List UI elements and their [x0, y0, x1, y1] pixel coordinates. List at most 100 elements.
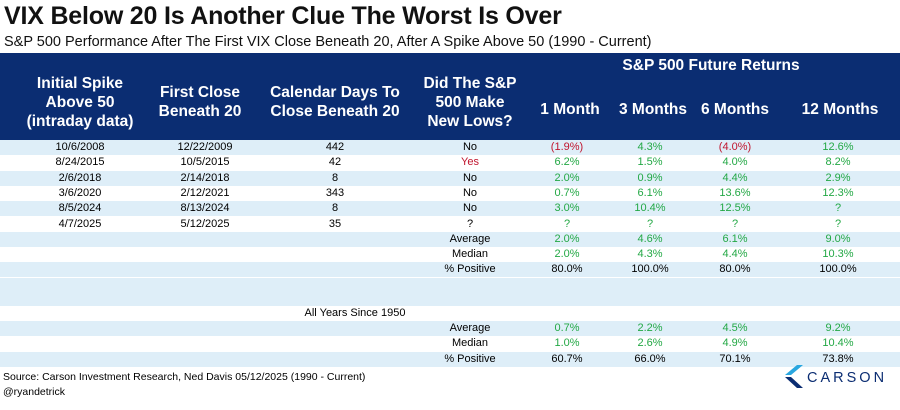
cell-initial-spike: 10/6/2008 [55, 141, 105, 153]
since-1950-return-1-month: 1.0% [554, 337, 580, 350]
cell-return-3-months: 10.4% [634, 202, 666, 215]
chart-subtitle: S&P 500 Performance After The First VIX … [4, 34, 652, 50]
header-first-close-line2: Beneath 20 [158, 103, 242, 120]
summary-return-1-month: 80.0% [551, 263, 583, 276]
cell-return-3-months: 4.3% [637, 141, 663, 153]
since-1950-row: % Positive 60.7% 66.0% 70.1% 73.8% [0, 351, 900, 367]
cell-new-lows: No [462, 202, 478, 215]
table-row: 10/6/2008 12/22/2009 442 No (1.9%) 4.3% (4.0%)… [0, 140, 900, 155]
summary-return-3-months: 4.6% [637, 232, 663, 245]
since-1950-return-6-months: 70.1% [719, 352, 751, 365]
header-first-close: First Close Beneath 20 [145, 67, 255, 137]
header-initial-spike-line3: (intraday data) [26, 112, 134, 130]
cell-return-6-months: 13.6% [719, 186, 751, 199]
cell-return-12-months: 12.3% [822, 186, 854, 199]
cell-first-close: 2/12/2021 [180, 186, 230, 199]
summary-return-6-months: 6.1% [722, 232, 748, 245]
header-initial-spike-line1: Initial Spike [36, 74, 124, 92]
since-1950-label-row: All Years Since 1950 [0, 306, 900, 321]
cell-return-1-month: 3.0% [554, 202, 580, 215]
since-1950-return-12-months: 9.2% [825, 322, 851, 334]
table-row: 4/7/2025 5/12/2025 35????? [0, 217, 900, 232]
author-handle: @ryandetrick [3, 386, 66, 398]
cell-return-6-months: 12.5% [719, 202, 751, 215]
cell-return-3-months: 1.5% [637, 156, 663, 169]
cell-return-6-months: ? [731, 217, 739, 230]
cell-initial-spike: 3/6/2020 [58, 186, 102, 199]
cell-first-close: 12/22/2009 [177, 141, 233, 153]
carson-logo [785, 365, 803, 388]
summary-return-1-month: 2.0% [554, 248, 580, 261]
cell-first-close: 2/14/2018 [180, 171, 230, 184]
cell-return-3-months: 0.9% [637, 171, 663, 184]
source-note: Source: Carson Investment Research, Ned … [3, 371, 366, 383]
summary-label: % Positive [444, 263, 496, 276]
since-1950-stat-label: Median [451, 337, 489, 350]
header-first-close-line1: First Close [159, 84, 241, 101]
cell-new-lows: No [462, 141, 478, 153]
cell-calendar-days: 442 [325, 141, 345, 153]
cell-return-3-months: 6.1% [637, 186, 663, 199]
since-1950-return-6-months: 4.9% [722, 337, 748, 350]
since-1950-return-3-months: 2.2% [637, 322, 663, 334]
summary-label: Average [449, 232, 491, 245]
summary-return-3-months: 100.0% [631, 263, 669, 276]
header-future-returns-group: S&P 500 Future Returns [622, 57, 800, 74]
cell-return-1-month: ? [563, 217, 571, 230]
cell-initial-spike: 2/6/2018 [58, 171, 102, 184]
summary-label: Median [451, 248, 489, 261]
cell-return-12-months: 12.6% [822, 141, 854, 153]
summary-return-12-months: 100.0% [819, 263, 857, 276]
cell-return-12-months: ? [834, 202, 842, 215]
header-1-month: 1 Month [540, 100, 600, 118]
table-row: 8/5/2024 8/13/2024 8 No 3.0% 10.4% 12.5%? [0, 201, 900, 217]
since-1950-return-1-month: 60.7% [551, 352, 583, 365]
cell-first-close: 10/5/2015 [180, 156, 230, 169]
cell-new-lows: No [462, 171, 478, 184]
table-row: 3/6/2020 2/12/2021 343 No 0.7% 6.1% 13.6% 12.3% [0, 186, 900, 201]
cell-return-1-month: 0.7% [554, 186, 580, 199]
header-3-months: 3 Months [618, 100, 688, 118]
cell-initial-spike: 4/7/2025 [58, 217, 102, 230]
header-calendar-days-line2: Close Beneath 20 [270, 103, 400, 120]
cell-calendar-days: 35 [328, 217, 342, 230]
since-1950-return-3-months: 2.6% [637, 337, 663, 350]
carson-logo-text: CARSON [807, 370, 888, 386]
summary-return-3-months: 4.3% [637, 248, 663, 261]
cell-initial-spike: 8/5/2024 [58, 202, 102, 215]
summary-return-12-months: 9.0% [825, 232, 851, 245]
logo-chevron-light [785, 365, 803, 375]
cell-calendar-days: 343 [325, 186, 345, 199]
header-initial-spike: Initial Spike Above 50 (intraday data) [0, 67, 160, 137]
header-calendar-days: Calendar Days To Close Beneath 20 [255, 67, 415, 137]
since-1950-label: All Years Since 1950 [304, 306, 406, 319]
header-6-months: 6 Months [700, 100, 770, 118]
summary-row: % Positive 80.0% 100.0% 80.0% 100.0% [0, 262, 900, 278]
cell-return-12-months: ? [834, 217, 842, 230]
cell-new-lows: ? [466, 217, 474, 230]
cell-return-6-months: 4.0% [722, 156, 748, 169]
header-new-lows-line3: New Lows? [427, 112, 513, 130]
cell-calendar-days: 8 [331, 171, 339, 184]
since-1950-stat-label: Average [449, 322, 491, 334]
cell-return-3-months: ? [646, 217, 654, 230]
header-new-lows: Did The S&P 500 Make New Lows? [415, 67, 525, 137]
header-calendar-days-line1: Calendar Days To [270, 84, 400, 101]
cell-return-1-month: (1.9%) [550, 141, 584, 153]
cell-new-lows: No [462, 186, 478, 199]
since-1950-row: Median 1.0% 2.6% 4.9% 10.4% [0, 336, 900, 351]
since-1950-return-12-months: 10.4% [822, 337, 854, 350]
cell-first-close: 8/13/2024 [180, 202, 230, 215]
since-1950-stat-label: % Positive [444, 352, 496, 365]
table-row: 8/24/2015 10/5/2015 42 Yes 6.2% 1.5% 4.0% 8.2% [0, 155, 900, 170]
cell-return-12-months: 2.9% [825, 171, 851, 184]
summary-return-6-months: 80.0% [719, 263, 751, 276]
chart-title: VIX Below 20 Is Another Clue The Worst I… [4, 2, 562, 30]
summary-return-6-months: 4.4% [722, 248, 748, 261]
summary-return-12-months: 10.3% [822, 248, 854, 261]
since-1950-return-6-months: 4.5% [722, 322, 748, 334]
header-new-lows-line1: Did The S&P [423, 74, 517, 92]
cell-return-1-month: 6.2% [554, 156, 580, 169]
since-1950-return-12-months: 73.8% [822, 352, 854, 365]
since-1950-row: Average 0.7% 2.2% 4.5% 9.2% [0, 321, 900, 336]
